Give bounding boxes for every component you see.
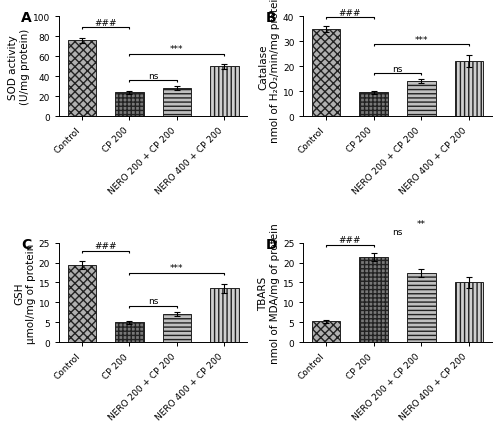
Bar [68, 265, 96, 342]
Text: B: B [266, 11, 276, 25]
Text: ***: *** [170, 45, 183, 54]
Text: ns: ns [148, 297, 158, 306]
Text: C: C [22, 237, 32, 251]
Bar [360, 257, 388, 342]
Text: D: D [266, 237, 277, 251]
Text: ***: *** [170, 264, 183, 273]
Bar [312, 30, 340, 117]
Bar [210, 67, 239, 117]
Text: ns: ns [148, 72, 158, 81]
Bar [312, 321, 340, 342]
Text: A: A [22, 11, 32, 25]
Bar [210, 289, 239, 342]
Bar [454, 283, 483, 342]
Bar [407, 273, 436, 342]
Bar [162, 89, 191, 117]
Text: ns: ns [392, 228, 402, 237]
Y-axis label: TBARS
nmol of MDA/mg of protein: TBARS nmol of MDA/mg of protein [258, 223, 280, 363]
Bar [454, 62, 483, 117]
Bar [115, 322, 143, 342]
Bar [68, 41, 96, 117]
Text: ###: ### [94, 242, 117, 251]
Text: ###: ### [338, 236, 361, 245]
Bar [162, 314, 191, 342]
Text: ***: *** [414, 36, 428, 45]
Bar [115, 93, 143, 117]
Y-axis label: Catalase
nmol of H₂O₂/min/mg protein: Catalase nmol of H₂O₂/min/mg protein [258, 0, 280, 142]
Y-axis label: SOD activity
(U/mg protein): SOD activity (U/mg protein) [8, 29, 30, 105]
Y-axis label: GSH
μmol/mg of protein: GSH μmol/mg of protein [14, 243, 36, 343]
Text: ###: ### [94, 18, 117, 28]
Bar [407, 82, 436, 117]
Bar [360, 93, 388, 117]
Text: ###: ### [338, 9, 361, 18]
Text: **: ** [417, 220, 426, 229]
Text: ns: ns [392, 65, 402, 74]
